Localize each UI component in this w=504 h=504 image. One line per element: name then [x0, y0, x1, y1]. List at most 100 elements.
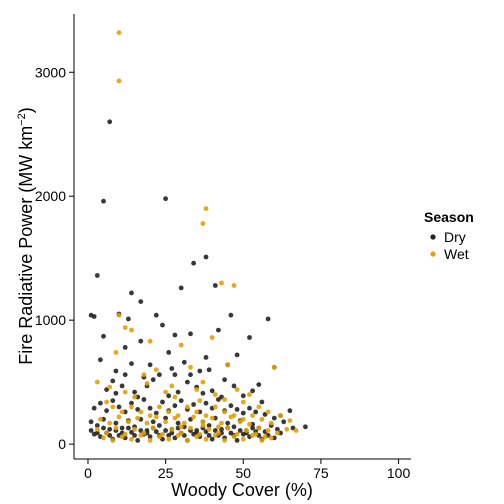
point-dry-183	[188, 372, 193, 378]
point-dry-83	[281, 419, 287, 425]
point-wet-35	[104, 399, 109, 405]
point-dry-93	[119, 425, 125, 431]
point-wet-12	[147, 338, 153, 344]
point-wet-80	[132, 426, 138, 432]
point-wet-90	[225, 425, 231, 431]
point-dry-50	[231, 383, 237, 389]
point-wet-56	[116, 414, 122, 420]
point-dry-118	[275, 426, 280, 432]
point-dry-99	[157, 423, 162, 428]
point-wet-77	[104, 430, 109, 436]
x-tick-label-2: 50	[235, 465, 251, 481]
point-wet-53	[268, 420, 274, 426]
point-wet-18	[234, 387, 240, 392]
point-dry-163	[169, 430, 175, 436]
point-dry-4	[191, 260, 197, 266]
legend-marker-dry	[430, 234, 436, 240]
point-dry-64	[153, 410, 159, 416]
point-wet-23	[122, 389, 128, 395]
point-dry-92	[113, 420, 119, 426]
point-wet-115	[178, 424, 184, 430]
point-dry-79	[247, 405, 252, 411]
point-dry-16	[228, 312, 234, 318]
point-wet-65	[200, 419, 206, 425]
point-dry-28	[129, 361, 134, 366]
point-wet-15	[153, 367, 159, 373]
point-wet-70	[247, 421, 252, 427]
point-dry-44	[166, 393, 172, 399]
point-wet-94	[262, 434, 268, 440]
point-wet-62	[172, 415, 178, 421]
point-dry-29	[147, 362, 153, 368]
point-wet-44	[185, 404, 190, 410]
x-tick-label-4: 100	[387, 465, 411, 481]
point-wet-45	[194, 409, 200, 415]
y-tick-label-1: 1000	[35, 312, 66, 328]
point-dry-55	[98, 400, 103, 406]
point-dry-62	[141, 397, 147, 402]
point-dry-31	[169, 366, 175, 371]
point-dry-18	[188, 331, 193, 337]
point-dry-3	[94, 273, 100, 278]
point-dry-111	[231, 424, 237, 430]
point-dry-1	[101, 198, 106, 204]
point-dry-34	[203, 355, 209, 360]
point-wet-98	[129, 436, 134, 442]
point-dry-58	[116, 404, 122, 410]
point-wet-107	[212, 433, 218, 438]
point-dry-32	[181, 359, 187, 365]
point-dry-150	[88, 428, 94, 433]
point-dry-45	[175, 389, 181, 395]
point-wet-84	[169, 426, 175, 432]
point-dry-129	[153, 429, 159, 435]
point-dry-138	[209, 436, 215, 442]
legend-marker-wet	[430, 251, 436, 257]
point-dry-89	[94, 423, 100, 428]
point-dry-151	[94, 430, 100, 436]
point-wet-101	[157, 434, 162, 440]
point-dry-98	[150, 419, 156, 425]
point-dry-180	[200, 390, 206, 396]
point-wet-76	[94, 426, 100, 432]
point-wet-118	[169, 383, 175, 389]
point-dry-152	[101, 425, 106, 431]
point-wet-55	[107, 420, 113, 426]
point-wet-1	[116, 78, 122, 84]
point-wet-34	[287, 418, 293, 423]
x-tick-label-1: 25	[158, 465, 174, 481]
point-dry-110	[225, 420, 231, 426]
point-wet-69	[237, 419, 243, 425]
legend-title: Season	[424, 209, 474, 225]
point-wet-17	[200, 379, 206, 385]
point-dry-70	[191, 402, 197, 407]
point-wet-59	[144, 420, 150, 426]
point-dry-0	[107, 119, 113, 125]
x-tick-label-3: 75	[313, 465, 329, 481]
point-dry-63	[147, 405, 153, 411]
point-dry-65	[160, 399, 165, 405]
point-wet-25	[163, 389, 169, 395]
point-wet-111	[250, 433, 256, 438]
point-wet-95	[101, 435, 106, 441]
point-wet-36	[110, 404, 116, 410]
point-wet-52	[259, 416, 265, 422]
point-wet-19	[247, 392, 252, 397]
point-wet-54	[98, 416, 103, 422]
y-ticks: 0 1000 2000 3000	[35, 64, 74, 452]
point-wet-105	[194, 434, 200, 440]
point-wet-48	[222, 409, 228, 415]
point-dry-17	[101, 333, 106, 339]
point-wet-20	[271, 364, 277, 370]
point-wet-4	[219, 280, 224, 286]
point-wet-82	[150, 425, 156, 431]
point-wet-32	[265, 409, 271, 415]
point-dry-49	[222, 377, 228, 383]
point-wet-66	[209, 415, 215, 421]
point-wet-72	[265, 428, 271, 433]
point-dry-126	[135, 438, 141, 443]
x-ticks: 0 25 50 75 100	[84, 459, 410, 481]
point-wet-31	[256, 404, 262, 410]
y-tick-label-3: 3000	[35, 64, 66, 80]
point-dry-43	[150, 377, 156, 383]
point-wet-71	[256, 425, 262, 431]
